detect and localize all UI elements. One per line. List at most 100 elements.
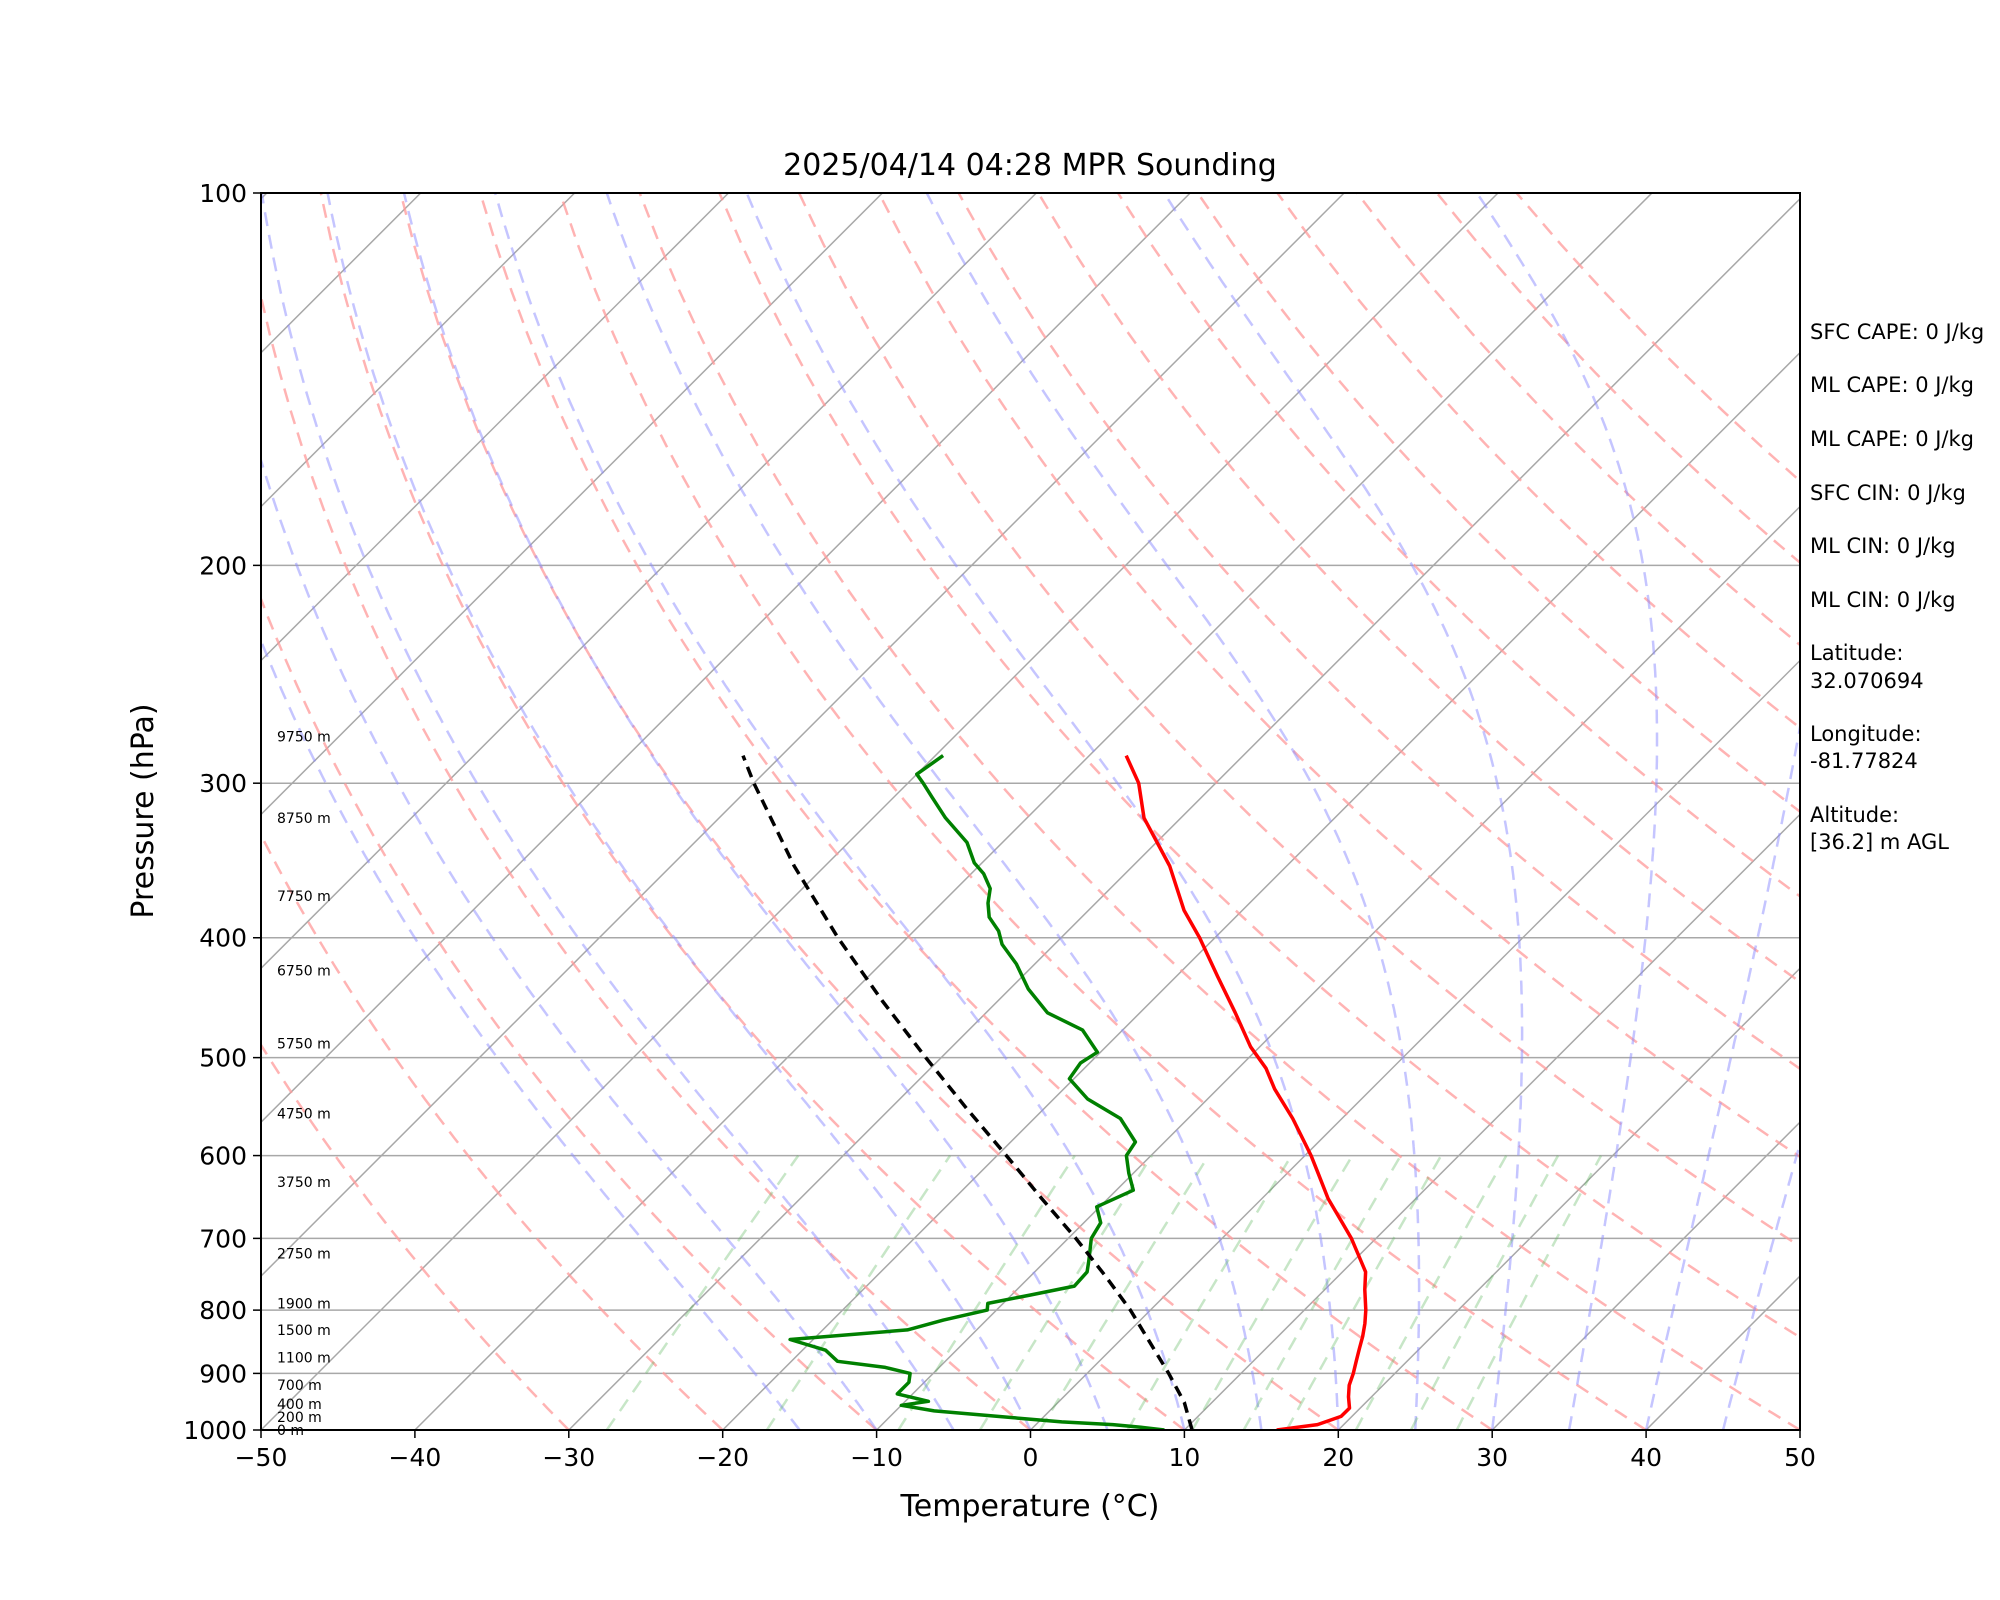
moist-adiabat-line — [605, 193, 1263, 1430]
info-text-line: 32.070694 — [1810, 669, 1924, 693]
isotherm-line — [261, 193, 1499, 1430]
x-tick-label: 10 — [1168, 1443, 1200, 1472]
mixing-ratio-line — [978, 1154, 1153, 1430]
y-tick-label: 400 — [199, 924, 247, 953]
x-tick-label: 0 — [1023, 1443, 1039, 1472]
dry-adiabat-line — [1037, 193, 1800, 984]
info-text-line: Altitude: — [1810, 803, 1899, 827]
y-tick-label: 100 — [199, 179, 247, 208]
sounding-info-panel: SFC CAPE: 0 J/kg ML CAPE: 0 J/kg ML CAPE: … — [1810, 320, 1984, 854]
height-label: 0 m — [277, 1423, 304, 1439]
isotherm-line — [261, 193, 883, 816]
mixing-ratio-line — [897, 1154, 1076, 1430]
dry-adiabat-line — [877, 193, 1800, 1159]
isotherm-line — [414, 193, 1653, 1430]
y-axis-label: Pressure (hPa) — [126, 703, 161, 918]
isotherm-line — [261, 193, 730, 662]
height-label: 200 m — [277, 1410, 322, 1426]
height-label: 1900 m — [277, 1296, 331, 1312]
height-label: 9750 m — [277, 729, 331, 745]
x-tick-label: −30 — [542, 1443, 595, 1472]
y-tick-label: 800 — [199, 1296, 247, 1325]
moist-adiabat-line — [261, 637, 801, 1430]
isotherm-gridlines — [261, 193, 1800, 1430]
parcel-profile-line — [741, 754, 1194, 1430]
y-tick-label: 900 — [199, 1359, 247, 1388]
isotherm-line — [722, 351, 1800, 1430]
height-label: 3750 m — [277, 1175, 331, 1191]
plot-area — [261, 193, 1800, 1430]
dewpoint-profile-line — [788, 754, 1165, 1430]
dry-adiabat-line — [558, 193, 1647, 1430]
dry-adiabat-line — [797, 193, 1800, 1248]
y-tick-label: 700 — [199, 1224, 247, 1253]
isotherm-line — [1029, 659, 1800, 1430]
x-axis-ticks: −50 −40 −30 −20 −10 0 10 20 30 40 50 — [235, 1430, 1816, 1472]
dry-adiabat-line — [399, 193, 1340, 1430]
y-tick-label: 600 — [199, 1142, 247, 1171]
info-text-line: Longitude: — [1810, 722, 1922, 746]
dry-adiabats — [261, 193, 1800, 1430]
moist-adiabat-line — [745, 193, 1340, 1430]
dry-adiabat-line — [479, 193, 1493, 1430]
temperature-profile-line — [1124, 754, 1368, 1430]
height-label: 4750 m — [277, 1107, 331, 1123]
y-tick-label: 300 — [199, 769, 247, 798]
info-text-line: -81.77824 — [1810, 749, 1918, 773]
x-tick-label: −40 — [389, 1443, 442, 1472]
mixing-ratio-line — [765, 1154, 952, 1430]
moist-adiabat-line — [1475, 193, 1659, 1430]
moist-adiabat-line — [326, 193, 1032, 1430]
y-tick-label: 500 — [199, 1044, 247, 1073]
isobar-gridlines — [261, 564, 1800, 1375]
mixing-ratio-line — [1038, 1154, 1210, 1430]
isotherm-line — [1183, 813, 1800, 1430]
info-text-line: ML CAPE: 0 J/kg — [1810, 373, 1974, 397]
dry-adiabat-line — [261, 832, 724, 1430]
height-label: 7750 m — [277, 889, 331, 905]
sounding-series — [741, 754, 1368, 1430]
isotherm-line — [568, 197, 1800, 1430]
x-tick-label: 30 — [1476, 1443, 1508, 1472]
isotherm-line — [1491, 1121, 1800, 1430]
dry-adiabat-line — [638, 193, 1800, 1430]
chart-title: 2025/04/14 04:28 MPR Sounding — [783, 148, 1277, 183]
moist-adiabat-line — [402, 193, 1109, 1430]
info-text-line: SFC CIN: 0 J/kg — [1810, 481, 1966, 505]
height-label: 1100 m — [277, 1351, 331, 1367]
moist-adiabat-line — [494, 193, 1186, 1430]
mixing-ratio-line — [605, 1154, 800, 1430]
dry-adiabat-line — [261, 291, 1032, 1430]
info-text-line: [36.2] m AGL — [1810, 830, 1949, 854]
isotherm-line — [876, 505, 1800, 1430]
x-axis-label: Temperature (°C) — [900, 1489, 1160, 1524]
info-text-line: Latitude: — [1810, 641, 1904, 665]
dry-adiabat-line — [261, 595, 878, 1430]
height-label: 1500 m — [277, 1323, 331, 1339]
y-axis-ticks: 1000 900 800 700 600 500 400 300 200 100 — [183, 179, 261, 1445]
isotherm-line — [261, 193, 1345, 1278]
x-tick-label: 20 — [1322, 1443, 1354, 1472]
x-tick-label: −20 — [696, 1443, 749, 1472]
isotherm-line — [1337, 967, 1800, 1430]
info-text-line: SFC CAPE: 0 J/kg — [1810, 320, 1984, 344]
isotherm-line — [261, 193, 1037, 970]
moist-adiabats — [261, 193, 1800, 1430]
isotherm-line — [261, 193, 576, 508]
mixing-ratio-lines — [605, 1154, 1603, 1430]
info-text-line: ML CIN: 0 J/kg — [1810, 588, 1956, 612]
height-label: 2750 m — [277, 1247, 331, 1263]
isotherm-line — [261, 193, 1191, 1124]
y-tick-label: 1000 — [183, 1416, 247, 1445]
moist-adiabat-line — [1644, 719, 1800, 1430]
x-tick-label: −10 — [850, 1443, 903, 1472]
height-label: 6750 m — [277, 963, 331, 979]
height-label: 5750 m — [277, 1036, 331, 1052]
dry-adiabat-line — [1116, 193, 1800, 898]
height-label: 8750 m — [277, 811, 331, 827]
info-text-line: ML CIN: 0 J/kg — [1810, 534, 1956, 558]
mixing-ratio-line — [1126, 1154, 1293, 1430]
height-label: 400 m — [277, 1397, 322, 1413]
moist-adiabat-line — [261, 193, 955, 1430]
